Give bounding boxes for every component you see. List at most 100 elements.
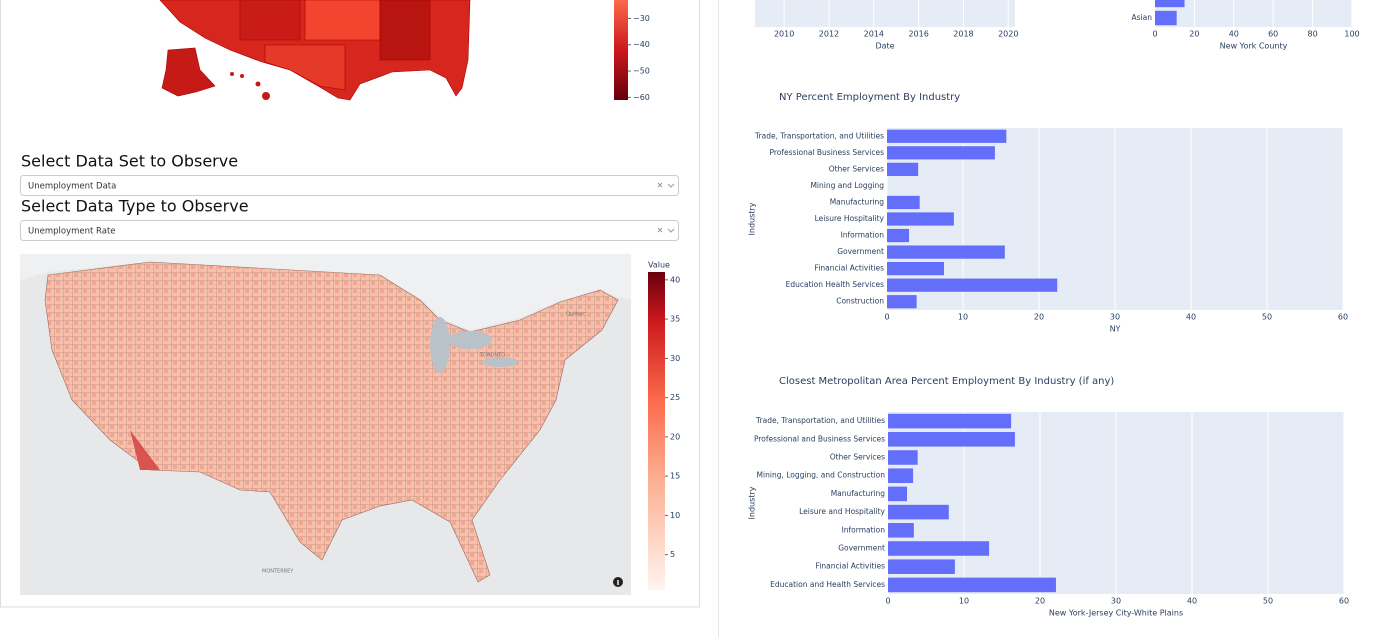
y-tick-label: Leisure Hospitality [815,214,885,223]
dropdown-icons [657,227,675,233]
colorbar-tick-label: 30 [670,354,680,363]
x-tick-label: 10 [959,597,969,606]
colorbar [648,272,665,590]
bar [888,450,918,465]
bar [1155,10,1177,26]
county-map: Québec TORONTO MONTERREY [20,254,631,595]
x-axis-label: Date [875,42,894,51]
x-tick-label: 50 [1262,313,1272,322]
y-tick-label: Construction [836,297,884,306]
bar [887,129,1007,143]
y-tick-label: Mining and Logging [810,181,884,190]
dropdown-icons [657,182,675,188]
x-tick-label: 2014 [864,30,884,39]
bar [887,278,1058,292]
x-tick-label: 0 [1152,30,1157,39]
bar [888,486,907,502]
y-tick-label: Government [837,247,884,256]
y-tick-label: Information [841,231,885,240]
y-axis-label: Industry [748,202,757,235]
type-value: Unemployment Rate [28,227,116,237]
bar [888,432,1015,447]
x-tick-label: 40 [1187,597,1197,606]
place-label: MONTERREY [262,569,294,575]
type-heading: Select Data Type to Observe [21,197,249,216]
plot-area [755,0,1015,27]
x-tick-label: 80 [1308,30,1318,39]
y-tick-label: Asian [1132,13,1153,22]
y-axis-label: Industry [748,486,757,519]
x-tick-label: 10 [958,313,968,322]
bar [888,468,914,483]
y-tick-label: Professional Business Services [769,148,884,157]
bar [887,212,954,226]
x-tick-label: 40 [1229,30,1239,39]
bar [887,228,910,243]
colorbar-tick-label: 15 [670,472,680,481]
y-tick-label: Information [842,525,886,534]
colorbar-tick-label: −40 [633,40,650,49]
type-dropdown[interactable] [20,220,679,241]
bar [887,295,917,309]
bar [888,577,1056,593]
y-tick-label: Education Health Services [786,280,884,289]
bar [1155,0,1185,8]
y-tick-label: Trade, Transportation, and Utilities [755,416,885,425]
colorbar-tick-label: −60 [633,93,650,102]
colorbar-title: Value [648,261,670,270]
bar [887,146,995,160]
x-tick-label: 30 [1110,313,1120,322]
bar [887,162,919,176]
x-tick-label: 30 [1111,597,1121,606]
bar [888,559,955,574]
bar [887,195,920,210]
dataset-value: Unemployment Data [28,182,116,192]
x-tick-label: 2018 [953,30,973,39]
x-tick-label: 2016 [908,30,928,39]
bar [888,523,914,538]
y-tick-label: Financial Activities [816,562,886,571]
bar [887,262,944,276]
x-axis-label: New York-Jersey City-White Plains [1049,609,1183,618]
colorbar-tick-label: −50 [633,67,650,76]
y-tick-label: Manufacturing [830,197,885,206]
x-tick-label: 60 [1338,313,1348,322]
colorbar-tick-label: 5 [670,550,675,559]
x-axis-label: NY [1110,325,1121,334]
colorbar-tick-label: 20 [670,432,680,441]
x-tick-label: 20 [1189,30,1199,39]
x-axis-label: New York County [1220,42,1288,51]
colorbar [614,0,628,100]
colorbar-tick-label: 10 [670,511,680,520]
y-tick-label: Trade, Transportation, and Utilities [754,131,884,140]
chart-title: Closest Metropolitan Area Percent Employ… [779,376,1114,387]
x-tick-label: 0 [884,313,889,322]
y-tick-label: Government [838,544,885,553]
x-tick-label: 0 [885,597,890,606]
colorbar-tick-label: −30 [633,14,650,23]
place-label: TORONTO [479,353,505,359]
x-tick-label: 2020 [998,30,1018,39]
y-tick-label: Other Services [829,164,884,173]
y-tick-label: Professional and Business Services [754,434,885,443]
state-map [159,0,628,101]
x-tick-label: 40 [1186,313,1196,322]
x-tick-label: 60 [1339,597,1349,606]
y-tick-label: Leisure and Hospitality [799,507,885,516]
x-tick-label: 2012 [819,30,839,39]
bar [888,413,1012,429]
y-tick-label: Mining, Logging, and Construction [757,471,886,480]
y-tick-label: Financial Activities [815,264,885,273]
dataset-heading: Select Data Set to Observe [21,152,238,171]
y-tick-label: Education and Health Services [770,580,885,589]
place-label: Québec [566,311,585,318]
plot-area [1155,0,1352,27]
colorbar-tick-label: 35 [670,315,680,324]
dataset-dropdown[interactable] [20,175,679,196]
x-tick-label: 50 [1263,597,1273,606]
x-tick-label: 20 [1034,313,1044,322]
colorbar-tick-label: 40 [670,275,680,284]
x-tick-label: 100 [1344,30,1359,39]
y-tick-label: Manufacturing [831,489,886,498]
